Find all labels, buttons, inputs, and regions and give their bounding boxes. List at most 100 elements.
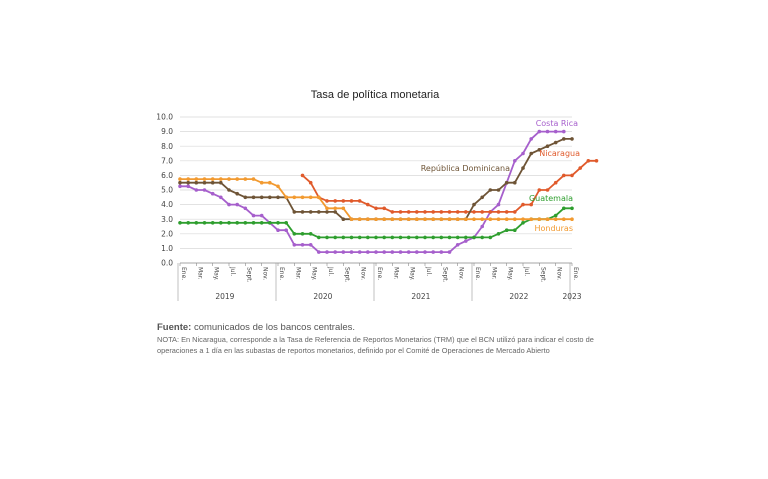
data-point bbox=[439, 250, 444, 254]
data-point bbox=[366, 235, 370, 240]
data-point bbox=[325, 199, 329, 203]
data-point bbox=[349, 217, 354, 221]
x-axis: Ene. Mar. May. Jul. Sept. Nov. Ene. Mar. May. Jul… bbox=[177, 263, 582, 301]
chart-title: Tasa de política monetaria bbox=[311, 89, 440, 101]
data-point bbox=[219, 177, 223, 181]
data-point bbox=[398, 217, 403, 221]
data-point bbox=[464, 239, 468, 243]
x-tick-label: Nov. bbox=[458, 267, 465, 280]
y-tick-label: 1.0 bbox=[161, 244, 173, 253]
data-point bbox=[259, 213, 264, 218]
data-point bbox=[447, 217, 452, 221]
x-tick-label: May. bbox=[409, 267, 416, 281]
x-tick-label: Ene. bbox=[572, 267, 579, 280]
data-point bbox=[374, 250, 378, 254]
year-label: 2023 bbox=[562, 292, 581, 301]
data-point bbox=[537, 148, 542, 152]
data-point bbox=[447, 235, 452, 240]
source-label: Fuente: bbox=[157, 322, 192, 333]
data-point bbox=[284, 221, 289, 225]
data-point bbox=[268, 180, 272, 185]
data-point bbox=[562, 129, 566, 134]
data-point bbox=[496, 217, 501, 221]
data-point bbox=[513, 210, 517, 214]
data-point bbox=[300, 195, 305, 200]
data-point bbox=[562, 173, 566, 178]
data-point bbox=[186, 180, 190, 185]
data-point bbox=[357, 217, 362, 221]
source-line: Fuente: comunicados de los bancos centra… bbox=[157, 322, 597, 334]
data-point bbox=[341, 217, 346, 221]
data-point bbox=[521, 166, 525, 170]
series-labels: Costa Rica Nicaragua República Dominicana G… bbox=[421, 119, 580, 233]
data-point bbox=[357, 199, 362, 203]
series-label: Costa Rica bbox=[536, 119, 578, 128]
year-label: 2019 bbox=[215, 292, 234, 301]
data-point bbox=[349, 250, 354, 254]
data-point bbox=[292, 195, 297, 200]
data-point bbox=[268, 221, 272, 225]
data-point bbox=[447, 210, 452, 214]
x-tick-label: May. bbox=[213, 267, 220, 281]
data-point bbox=[398, 210, 403, 214]
data-point bbox=[480, 195, 485, 200]
data-point bbox=[317, 195, 321, 200]
data-point bbox=[464, 235, 468, 240]
data-point bbox=[292, 210, 297, 214]
x-tick-label: Sept. bbox=[441, 267, 448, 283]
data-point bbox=[194, 177, 199, 181]
data-point bbox=[529, 217, 533, 221]
data-point bbox=[202, 177, 207, 181]
data-point bbox=[431, 210, 436, 214]
data-point bbox=[496, 188, 501, 192]
y-tick-label: 8.0 bbox=[161, 142, 173, 151]
data-point bbox=[276, 184, 280, 189]
data-point bbox=[488, 188, 493, 192]
y-tick-label: 0.0 bbox=[161, 259, 173, 268]
data-point bbox=[178, 180, 182, 185]
data-point bbox=[210, 221, 215, 225]
data-point bbox=[308, 243, 313, 247]
data-point bbox=[562, 206, 566, 211]
data-point bbox=[276, 221, 280, 225]
data-point bbox=[194, 221, 199, 225]
data-point bbox=[178, 221, 182, 225]
data-point bbox=[333, 235, 338, 240]
data-point bbox=[227, 177, 231, 181]
x-tick-label: Ene. bbox=[474, 267, 481, 280]
data-point bbox=[529, 202, 533, 207]
data-point bbox=[243, 206, 248, 211]
data-point bbox=[570, 173, 574, 178]
data-point bbox=[308, 232, 313, 236]
data-point bbox=[243, 195, 248, 200]
data-point bbox=[398, 235, 403, 240]
data-point bbox=[308, 210, 313, 214]
data-point bbox=[366, 202, 370, 207]
data-point bbox=[545, 129, 550, 134]
data-point bbox=[219, 195, 223, 200]
data-point bbox=[423, 235, 427, 240]
data-point bbox=[341, 235, 346, 240]
data-point bbox=[578, 166, 582, 170]
series-label: República Dominicana bbox=[421, 164, 510, 173]
data-point bbox=[186, 221, 190, 225]
data-point bbox=[366, 250, 370, 254]
data-point bbox=[439, 235, 444, 240]
data-point bbox=[259, 180, 264, 185]
x-tick-label: Jul. bbox=[327, 266, 334, 276]
x-tick-label: May. bbox=[507, 267, 514, 281]
data-point bbox=[472, 202, 476, 207]
data-point bbox=[406, 217, 411, 221]
data-point bbox=[210, 191, 215, 196]
series-lines bbox=[178, 129, 599, 254]
data-point bbox=[178, 177, 182, 181]
data-point bbox=[504, 180, 509, 185]
data-point bbox=[586, 159, 591, 163]
series-line bbox=[180, 178, 572, 221]
y-tick-label: 6.0 bbox=[161, 171, 173, 180]
x-tick-label: Mar. bbox=[392, 267, 399, 280]
data-point bbox=[513, 159, 517, 163]
data-point bbox=[178, 184, 182, 189]
data-point bbox=[235, 191, 239, 196]
source-text: comunicados de los bancos centrales. bbox=[193, 322, 356, 333]
